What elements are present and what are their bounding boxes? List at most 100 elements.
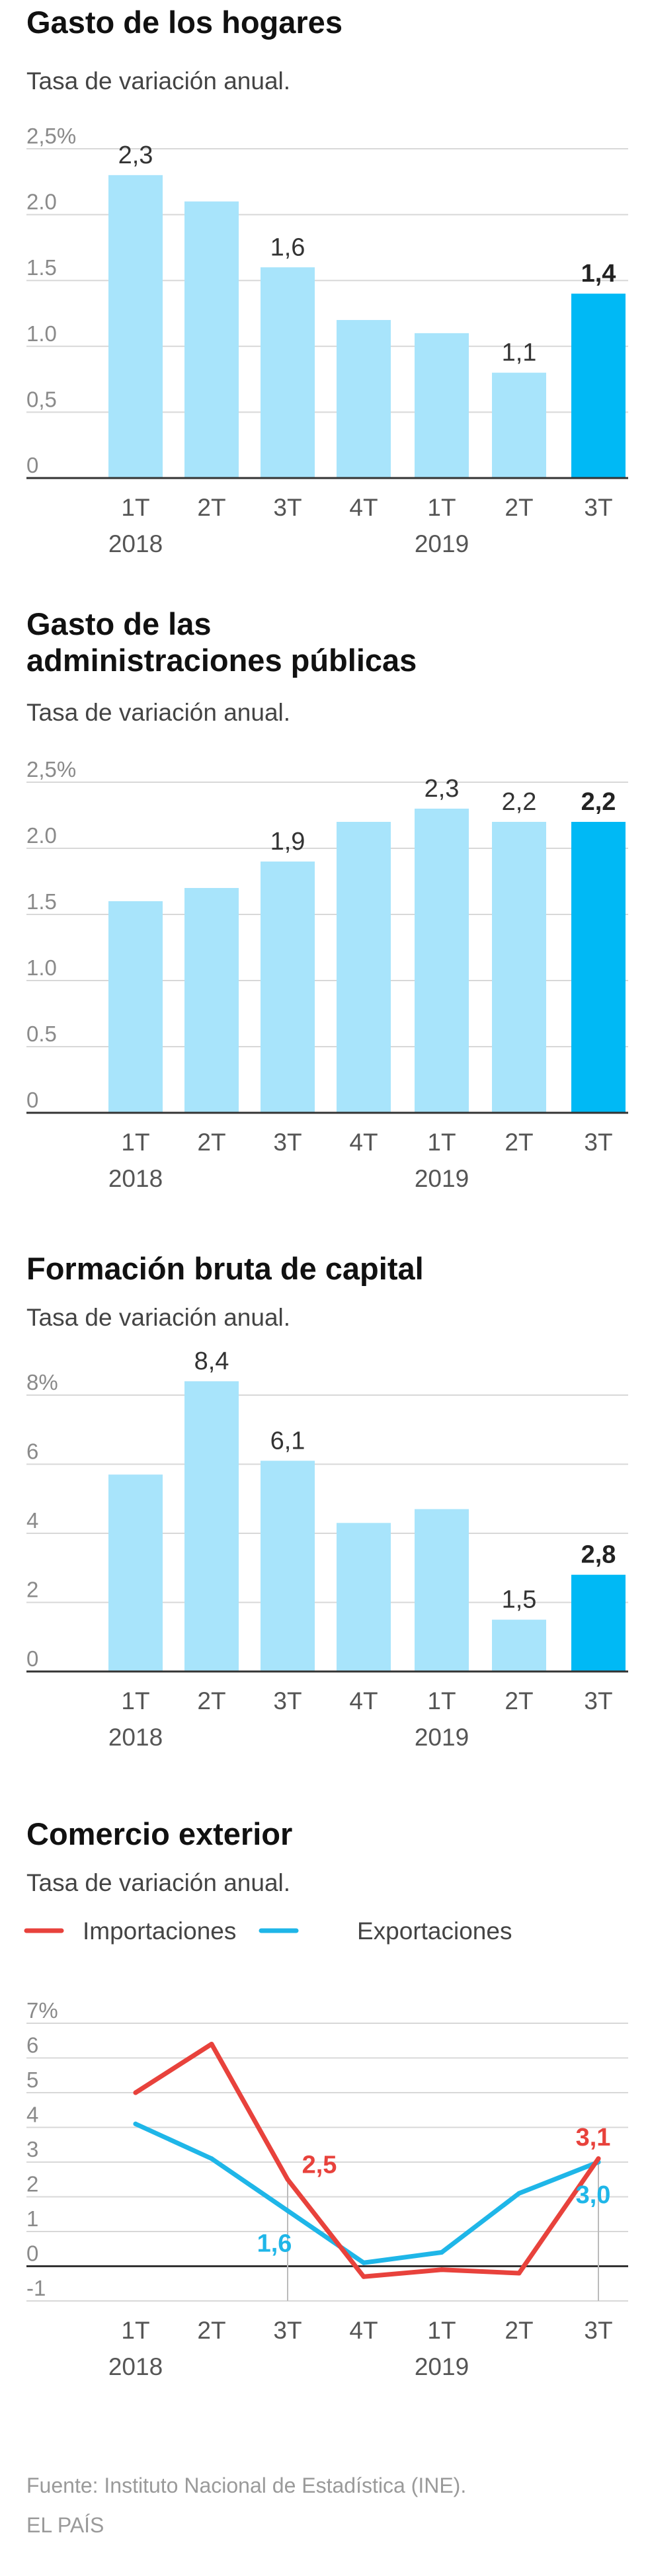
x-tick-label: 4T	[349, 494, 378, 521]
chart3-title: Formación bruta de capital	[26, 1251, 424, 1286]
y-tick-label: 8%	[26, 1370, 58, 1394]
year-label-2018: 2018	[108, 530, 163, 557]
year-label-2018: 2018	[108, 1165, 163, 1192]
data-label: 1,6	[257, 2230, 292, 2258]
bar	[184, 888, 239, 1113]
bar	[108, 1474, 163, 1671]
bar	[261, 862, 315, 1113]
y-tick-label: 6	[26, 2033, 38, 2058]
chart2-title-line1: Gasto de las	[26, 606, 212, 641]
chart2-plot: 2,5% 2.0 1.5 1.0 0.5 0 1T 2T 3T 4T 1T 2T 3T 2018 2019 1…	[26, 757, 628, 1192]
data-label: 3,1	[576, 2124, 611, 2152]
y-tick-label: 1.5	[26, 255, 57, 280]
legend-exports-label: Exportaciones	[357, 1917, 512, 1945]
y-tick-label: 0	[26, 2241, 38, 2266]
bar	[571, 822, 626, 1113]
y-tick-label: 0	[26, 1646, 38, 1671]
y-tick-label: 2.0	[26, 823, 57, 848]
x-tick-label: 1T	[121, 1129, 149, 1156]
year-label-2019: 2019	[415, 1724, 469, 1751]
x-tick-label: 3T	[584, 494, 612, 521]
data-point	[133, 2090, 138, 2095]
bar	[184, 1381, 239, 1671]
exports-line	[133, 2121, 601, 2265]
chart3-plot: 8% 6 4 2 0 1T 2T 3T 4T 1T 2T 3T 2018 2019 8,4 6,1 1,5 2,8	[26, 1348, 628, 1751]
chart1-subtitle: Tasa de variación anual.	[26, 67, 290, 95]
y-tick-label: 1.5	[26, 889, 57, 914]
x-tick-label: 1T	[427, 2317, 456, 2344]
y-tick-label: 2	[26, 1578, 38, 1602]
bar	[492, 822, 546, 1113]
y-tick-label: 0.5	[26, 1022, 57, 1046]
y-tick-label: 2,5%	[26, 124, 76, 148]
x-tick-label: 3T	[273, 1129, 302, 1156]
y-tick-label: 2	[26, 2172, 38, 2196]
data-point	[361, 2260, 366, 2265]
y-tick-label: 4	[26, 2103, 38, 2127]
x-tick-label: 2T	[197, 1129, 225, 1156]
x-tick-label: 3T	[273, 494, 302, 521]
y-tick-label: 0	[26, 453, 38, 477]
chart2-title-line2: administraciones públicas	[26, 643, 417, 678]
y-tick-label: 1.0	[26, 321, 57, 346]
y-tick-label: 4	[26, 1508, 38, 1533]
x-tick-label: 3T	[273, 1687, 302, 1714]
x-tick-label: 4T	[349, 1129, 378, 1156]
x-tick-label: 1T	[427, 1129, 456, 1156]
y-tick-label: 3	[26, 2137, 38, 2161]
data-label: 3,0	[576, 2181, 611, 2209]
data-label: 2,3	[425, 775, 460, 803]
y-tick-label: 1	[26, 2206, 38, 2231]
data-point	[361, 2274, 366, 2279]
data-point	[285, 2177, 290, 2182]
data-label: 8,4	[194, 1348, 229, 1375]
year-label-2019: 2019	[415, 2353, 469, 2380]
y-tick-label: 2,5%	[26, 757, 76, 782]
x-tick-label: 3T	[584, 1129, 612, 1156]
x-tick-label: 1T	[121, 2317, 149, 2344]
chart4-title: Comercio exterior	[26, 1816, 292, 1851]
bar	[571, 294, 626, 478]
x-tick-label: 3T	[584, 1687, 612, 1714]
bar	[492, 372, 546, 478]
y-tick-label: 7%	[26, 1998, 58, 2023]
x-tick-label: 3T	[273, 2317, 302, 2344]
data-label: 6,1	[270, 1427, 305, 1455]
data-point	[285, 2208, 290, 2213]
x-tick-label: 4T	[349, 1687, 378, 1714]
y-tick-label: 0,5	[26, 387, 57, 411]
data-point	[596, 2156, 601, 2161]
chart1-title: Gasto de los hogares	[26, 5, 343, 40]
data-point	[209, 2042, 214, 2046]
chart2-subtitle: Tasa de variación anual.	[26, 699, 290, 726]
footer-brand: EL PAÍS	[26, 2513, 104, 2537]
data-point	[439, 2250, 444, 2255]
legend-imports-label: Importaciones	[83, 1917, 236, 1945]
bar	[337, 822, 391, 1113]
data-point	[209, 2156, 214, 2161]
bar	[184, 201, 239, 478]
data-label: 1,9	[270, 828, 305, 856]
x-tick-label: 1T	[121, 494, 149, 521]
y-tick-label: 2.0	[26, 190, 57, 214]
data-label: 2,2	[502, 788, 537, 816]
y-tick-label: 5	[26, 2068, 38, 2092]
bar	[415, 1509, 469, 1671]
bar	[415, 333, 469, 478]
x-tick-label: 2T	[197, 494, 225, 521]
data-label: 2,5	[302, 2151, 337, 2179]
x-tick-label: 2T	[505, 2317, 533, 2344]
year-label-2019: 2019	[415, 1165, 469, 1192]
chart4-plot: 7% 6 5 4 3 2 1 0 -1 1T 2T 3T 4T 1T 2T 3T 2018 2019 2,5 3,1 1…	[26, 1998, 628, 2380]
data-point	[516, 2191, 522, 2196]
bar	[571, 1574, 626, 1671]
footer-source: Fuente: Instituto Nacional de Estadístic…	[26, 2474, 466, 2497]
y-tick-label: 6	[26, 1439, 38, 1464]
bar	[337, 319, 391, 478]
x-tick-label: 3T	[584, 2317, 612, 2344]
data-point	[439, 2267, 444, 2273]
chart3-subtitle: Tasa de variación anual.	[26, 1304, 290, 1331]
bar	[337, 1523, 391, 1671]
